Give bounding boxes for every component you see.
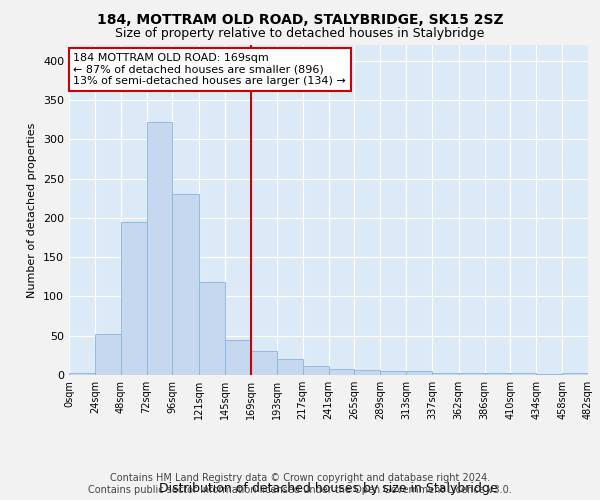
Text: 184 MOTTRAM OLD ROAD: 169sqm
← 87% of detached houses are smaller (896)
13% of s: 184 MOTTRAM OLD ROAD: 169sqm ← 87% of de… xyxy=(73,53,346,86)
Bar xyxy=(277,360,302,375)
Bar xyxy=(121,222,146,375)
Bar xyxy=(355,370,380,375)
X-axis label: Distribution of detached houses by size in Stalybridge: Distribution of detached houses by size … xyxy=(159,482,498,494)
Bar xyxy=(536,374,562,375)
Bar xyxy=(95,334,121,375)
Text: Size of property relative to detached houses in Stalybridge: Size of property relative to detached ho… xyxy=(115,28,485,40)
Bar xyxy=(146,122,172,375)
Bar xyxy=(459,374,485,375)
Text: 184, MOTTRAM OLD ROAD, STALYBRIDGE, SK15 2SZ: 184, MOTTRAM OLD ROAD, STALYBRIDGE, SK15… xyxy=(97,12,503,26)
Bar xyxy=(172,194,199,375)
Bar xyxy=(562,374,588,375)
Bar xyxy=(302,366,329,375)
Bar xyxy=(432,372,459,375)
Bar xyxy=(225,340,251,375)
Text: Contains HM Land Registry data © Crown copyright and database right 2024.
Contai: Contains HM Land Registry data © Crown c… xyxy=(88,474,512,495)
Bar xyxy=(199,282,225,375)
Bar xyxy=(406,371,432,375)
Bar xyxy=(69,374,95,375)
Y-axis label: Number of detached properties: Number of detached properties xyxy=(28,122,37,298)
Bar xyxy=(511,374,536,375)
Bar xyxy=(251,352,277,375)
Bar xyxy=(485,374,511,375)
Bar xyxy=(329,368,355,375)
Bar xyxy=(380,371,406,375)
